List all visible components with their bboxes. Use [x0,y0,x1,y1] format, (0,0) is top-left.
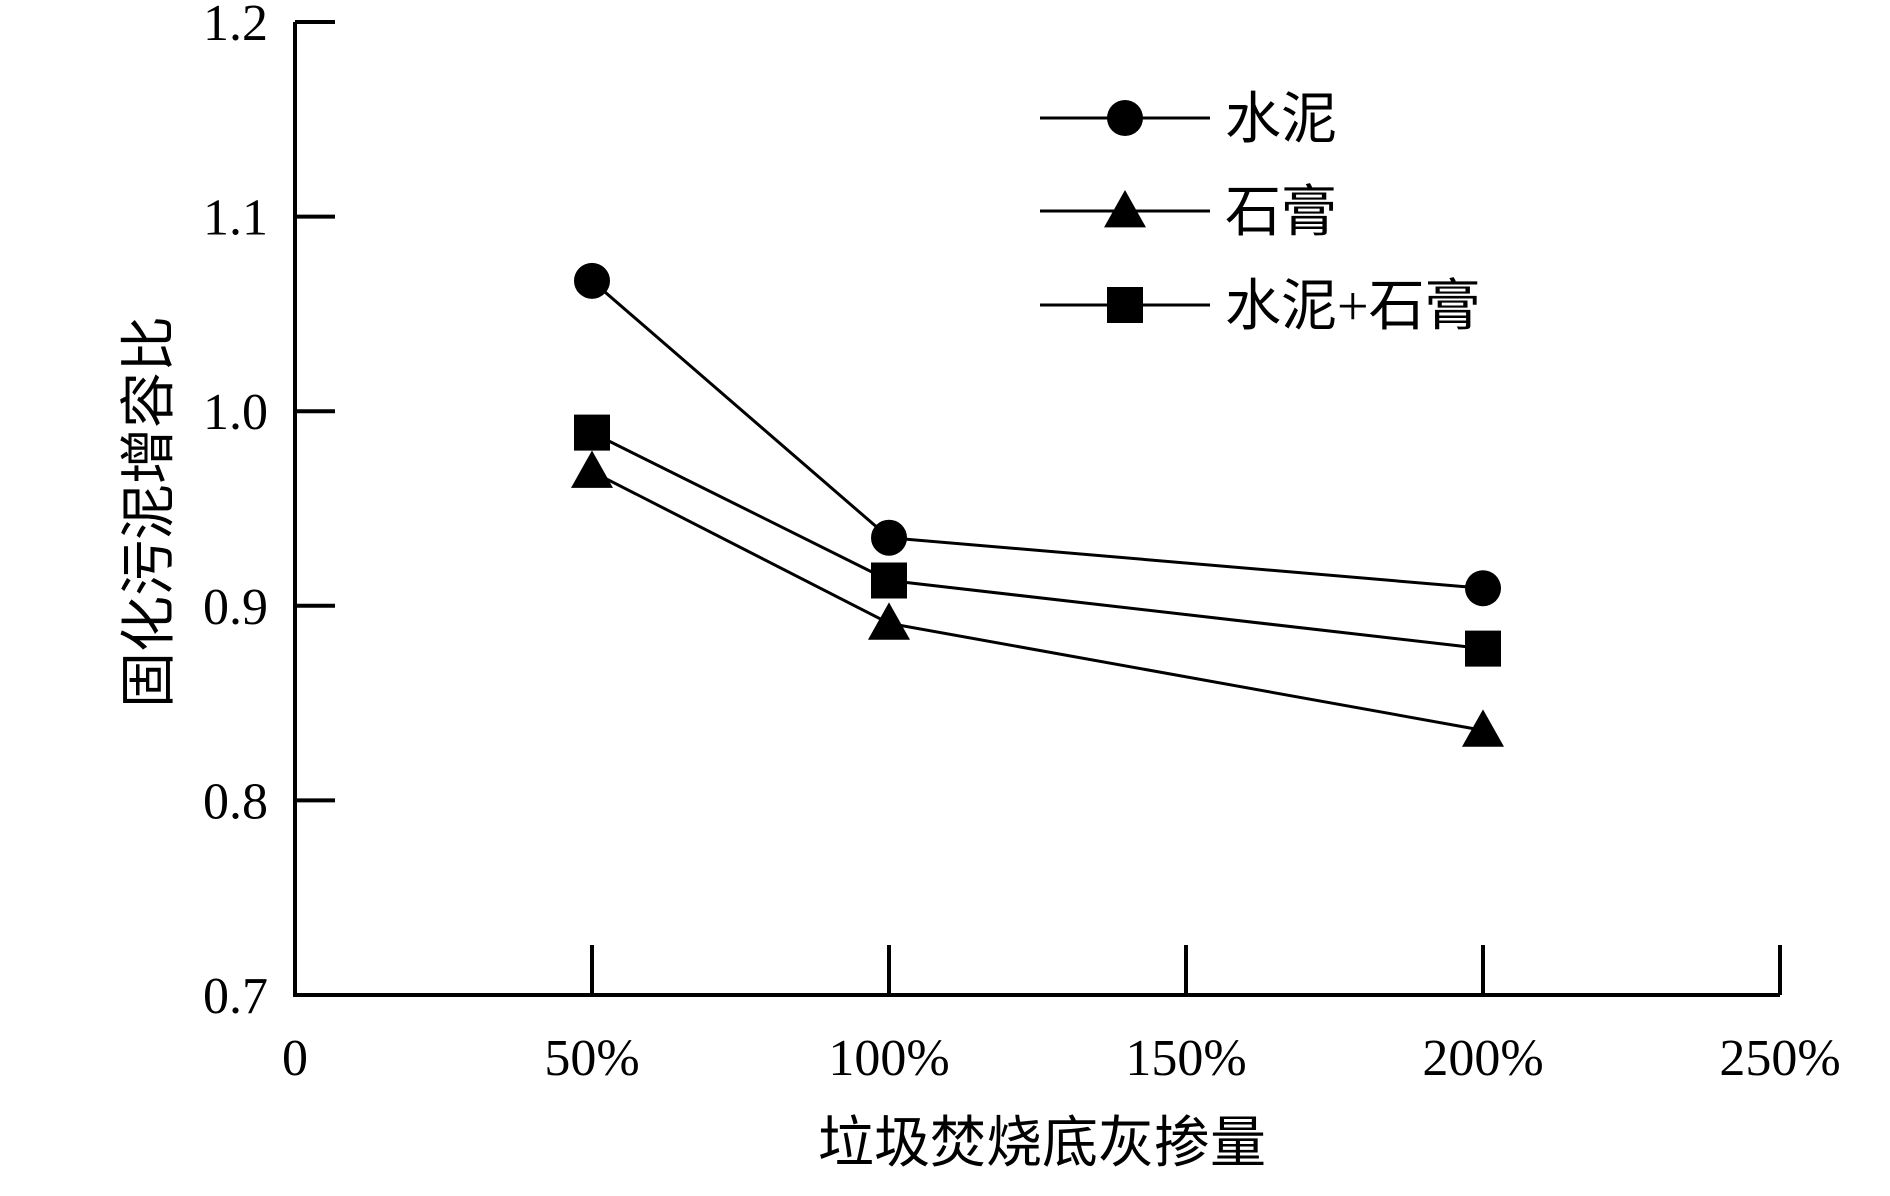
legend-marker [1107,287,1143,323]
x-tick-label: 200% [1422,1030,1543,1087]
x-axis-title: 垃圾焚烧底灰掺量 [818,1113,1266,1175]
y-tick-label: 1.1 [203,190,268,247]
data-point [574,414,610,451]
axes [293,22,1780,997]
legend-entry: 水泥+石膏 [1040,276,1481,338]
series-line [591,470,1484,732]
y-tick-label: 0.9 [203,579,268,636]
x-tick-label: 150% [1125,1030,1246,1087]
x-tick-label: 50% [544,1030,639,1087]
data-point [1465,570,1501,607]
y-tick-label: 0.7 [203,968,268,1025]
x-tick-label: 0 [282,1030,308,1087]
legend-label: 水泥+石膏 [1225,276,1481,338]
data-point [574,262,610,299]
legend-entry: 石膏 [1040,182,1337,244]
legend-entry: 水泥 [1040,89,1337,151]
series-triangle [571,450,1504,747]
y-tick-label: 1.0 [203,384,268,441]
x-tick-label: 100% [828,1030,949,1087]
series-square [574,414,1501,667]
y-tick-label: 1.2 [203,0,268,52]
series-circle [574,262,1501,607]
series-layer [571,262,1504,747]
data-point [1462,709,1504,747]
data-point [871,562,907,599]
y-axis-title: 固化污泥增容比 [119,316,181,708]
y-tick-label: 0.8 [203,773,268,830]
legend-marker [1107,100,1143,136]
legend-marker [1104,190,1146,228]
data-point [871,519,907,556]
legend-label: 水泥 [1225,89,1337,151]
y-axis-ticks: 0.7 0.8 0.9 1.0 1.1 1.2 [203,0,335,1025]
x-tick-label: 250% [1719,1030,1840,1087]
data-point [571,450,613,488]
data-point [868,602,910,640]
x-axis-ticks: 0 50% 100% 150% 200% 250% [282,945,1841,1087]
legend-label: 石膏 [1225,182,1337,244]
data-point [1465,630,1501,667]
